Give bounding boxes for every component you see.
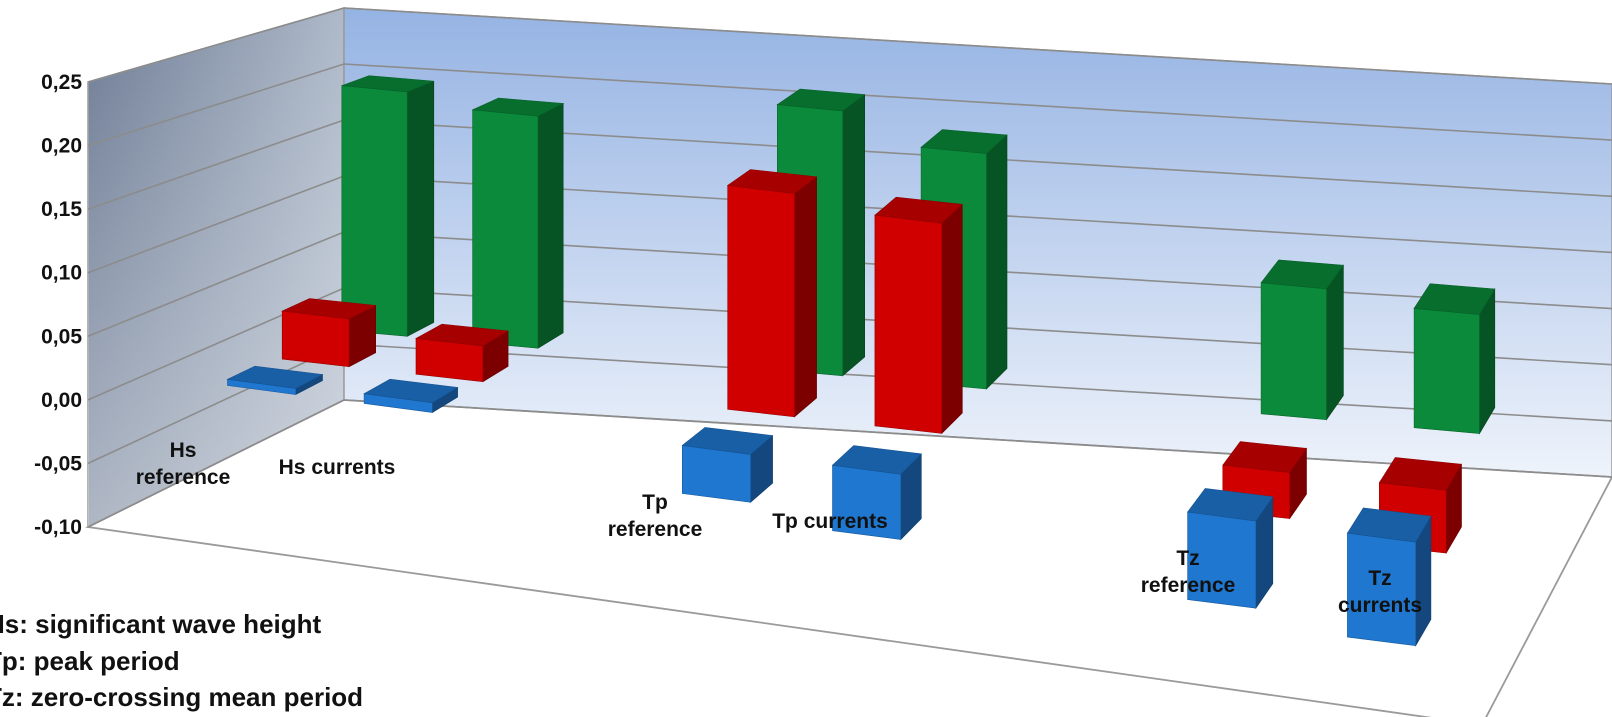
y-tick-label: 0,15 <box>41 198 82 221</box>
bar <box>471 97 565 349</box>
bar <box>281 298 377 368</box>
y-tick-label: -0,05 <box>34 452 82 475</box>
category-label: Tp currents <box>772 510 888 533</box>
category-label: Tz currents <box>1338 567 1422 617</box>
y-tick-label: 0,10 <box>41 262 82 285</box>
bar <box>226 365 324 395</box>
bar <box>831 445 922 541</box>
bar <box>1222 441 1308 520</box>
category-labels: Hs reference Hs currents Tp reference Tp curr… <box>136 439 1422 617</box>
category-label: Hs reference <box>136 439 231 489</box>
y-tick-label: 0,05 <box>41 325 82 348</box>
category-label: Tp reference <box>608 491 703 541</box>
y-tick-label: 0,20 <box>41 135 82 158</box>
bar <box>1413 283 1496 435</box>
category-label: Tz reference <box>1141 547 1236 597</box>
y-tick-label: -0,10 <box>34 516 82 539</box>
bars <box>226 75 1496 647</box>
y-tick-label: 0,25 <box>41 71 82 94</box>
bar <box>341 75 435 337</box>
gridline <box>87 399 1612 528</box>
category-label: Hs currents <box>279 456 396 479</box>
bar <box>1346 507 1432 647</box>
note-text: Tz: zero-crossing mean period <box>0 682 363 712</box>
gridline <box>87 63 1612 147</box>
gridline <box>87 7 1612 85</box>
y-tick-label: 0,00 <box>41 389 82 412</box>
side-wall-shade <box>88 8 344 527</box>
bar <box>726 169 818 418</box>
bar <box>1260 259 1344 421</box>
notes: Hs: significant wave height Tp: peak peri… <box>0 609 363 712</box>
bar <box>415 323 510 383</box>
note-text: Hs: significant wave height <box>0 609 322 639</box>
bar <box>363 378 459 414</box>
bar <box>1187 488 1274 610</box>
bar <box>874 196 963 435</box>
y-axis-ticks: 0,25 0,20 0,15 0,10 0,05 0,00 -0,05 -0,10 <box>34 71 82 539</box>
bar <box>681 427 774 503</box>
note-text: Tp: peak period <box>0 646 180 676</box>
